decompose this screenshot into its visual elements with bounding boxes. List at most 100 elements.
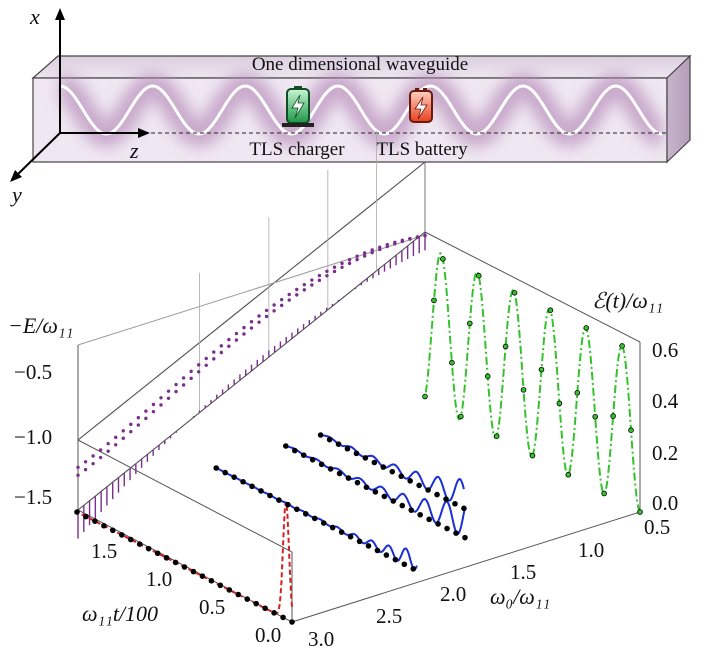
sample-dot — [592, 413, 599, 420]
energy-dot — [279, 297, 284, 302]
sample-dot — [440, 256, 446, 262]
energy-dot — [317, 273, 322, 278]
energy-dot — [287, 298, 291, 302]
energy-dot — [362, 251, 367, 255]
energy-level-dots — [76, 233, 427, 477]
axis-y-label: y — [10, 182, 22, 207]
energy-dot — [114, 443, 118, 447]
waveguide-title: One dimensional waveguide — [252, 54, 468, 75]
energy-dot — [166, 389, 171, 393]
sample-dot — [300, 452, 307, 458]
energy-dot — [310, 283, 314, 287]
sample-dot — [344, 445, 351, 452]
energy-dot — [227, 344, 231, 348]
sample-dot — [345, 475, 352, 481]
left-tick-3: −1.5 — [14, 485, 52, 509]
sample-dot — [511, 289, 518, 296]
sample-dot — [583, 325, 590, 331]
sample-dot — [294, 506, 300, 513]
energy-dot — [385, 242, 389, 247]
energy-dot — [174, 389, 178, 394]
sample-dot — [302, 511, 309, 517]
sample-dot — [127, 536, 134, 543]
energy-dot — [362, 254, 367, 258]
sample-dot — [249, 483, 255, 490]
sample-dot — [226, 587, 233, 593]
sample-dot — [371, 459, 378, 466]
energy-plot: −E/ω₁₁ ℰ(t)/ω₁₁ ω₁₁t/100 ω₀/ω₁₁ −0.5 −1.… — [8, 130, 679, 651]
sample-dot — [444, 525, 450, 532]
sample-dot — [199, 573, 206, 579]
energy-dot — [355, 257, 359, 262]
time-axis-title: ω₁₁t/100 — [82, 601, 158, 626]
energy-dot — [181, 383, 186, 387]
sample-dot — [399, 502, 406, 509]
omega-tick-2: 2.5 — [376, 604, 402, 628]
sample-dot — [338, 529, 345, 535]
left-axis-title: −E/ω₁₁ — [8, 313, 73, 338]
sample-dot — [538, 366, 545, 373]
energy-dot — [423, 234, 427, 238]
sample-dot — [502, 343, 509, 350]
sample-dot — [389, 468, 396, 475]
charging-curves — [74, 252, 643, 625]
energy-dot — [242, 325, 246, 330]
energy-dot — [136, 423, 141, 427]
sample-dot — [101, 522, 107, 529]
sample-dot — [475, 272, 482, 279]
sample-dot — [190, 568, 197, 575]
energy-dot — [400, 238, 405, 243]
sample-dot — [244, 596, 251, 602]
sample-dot — [172, 559, 179, 566]
back-grid — [199, 130, 377, 413]
energy-dot — [212, 350, 216, 354]
sample-dot — [547, 307, 554, 314]
right-tick-1: 0.6 — [652, 338, 678, 362]
energy-dot — [370, 250, 374, 255]
sample-dot — [435, 521, 441, 527]
sample-dot — [326, 436, 333, 443]
axis-z-label: z — [129, 138, 139, 163]
sample-dot — [282, 443, 289, 449]
sample-dot — [383, 552, 390, 558]
energy-dot — [272, 303, 276, 307]
right-tick-4: 0.0 — [652, 491, 678, 515]
energy-dot — [279, 303, 284, 308]
sample-dot — [280, 614, 286, 621]
energy-dot — [332, 265, 337, 269]
sample-dot — [431, 297, 437, 304]
sample-dot — [356, 538, 363, 545]
sample-dot — [271, 610, 277, 616]
energy-dot — [249, 320, 254, 324]
sample-dot — [213, 465, 220, 471]
charger-icon — [282, 86, 314, 127]
sample-dot — [565, 471, 572, 478]
sample-dot — [610, 413, 616, 419]
sample-dot — [461, 505, 467, 512]
sample-dot — [443, 496, 449, 502]
sample-dot — [329, 524, 336, 531]
energy-dot — [272, 309, 276, 313]
omega-tick-3: 2.0 — [440, 582, 466, 606]
energy-dot — [325, 274, 329, 278]
sample-dot — [529, 452, 536, 459]
energy-dot — [106, 449, 110, 453]
sample-dot — [231, 474, 237, 480]
energy-dot — [242, 332, 246, 336]
sample-dot — [374, 547, 381, 554]
sample-dot — [336, 470, 343, 477]
energy-dot — [234, 338, 239, 342]
sample-dot — [208, 577, 215, 584]
energy-dot — [144, 416, 148, 421]
energy-level-bars — [77, 232, 426, 539]
sample-dot — [83, 513, 89, 520]
energy-dot — [196, 370, 201, 374]
sample-dot — [354, 479, 361, 486]
left-tick-2: −1.0 — [14, 425, 52, 449]
energy-dot — [114, 435, 118, 440]
sample-dot — [426, 516, 432, 523]
energy-dot — [159, 396, 163, 400]
sample-dot — [362, 455, 369, 461]
energy-dot — [144, 409, 148, 413]
sample-dot — [619, 343, 625, 349]
